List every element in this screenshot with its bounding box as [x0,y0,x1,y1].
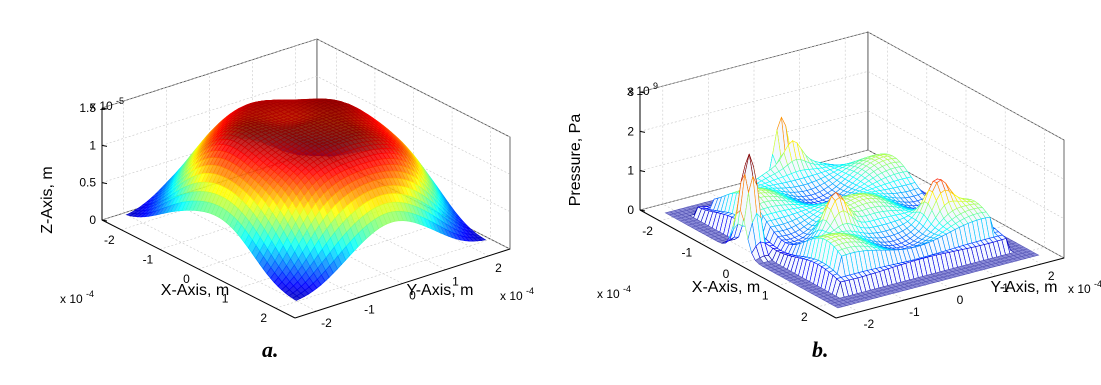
y-exponent-label: x 10 -4 [1068,279,1101,296]
z-tick-label: 0 [89,213,96,227]
z-gridline [101,76,511,175]
x-tick-label: -2 [642,224,653,238]
z-gridline [101,38,511,138]
x-axis-label: X-Axis, m [692,279,760,296]
z-axis-label: Pressure, Pa [567,114,584,207]
y-tick-label: -2 [863,317,874,331]
z-tick-label: 1 [89,138,96,152]
y-exponent-label: x 10 -4 [500,286,534,303]
caption-a: a. [262,337,279,362]
x-gridline [275,127,492,309]
x-tick-label: 2 [260,311,267,325]
x-tick-label: -1 [143,252,154,266]
z-axis-label: Z-Axis, m [39,166,56,234]
y-tick-label: 0 [957,293,964,307]
z-tick-label: 1 [627,164,634,178]
z-tick-label: 0.5 [79,176,96,190]
x-exponent-label: x 10 -4 [597,284,631,301]
x-tick-label: 1 [762,289,769,303]
z-tick-label: 2 [627,124,634,138]
y-tick-label: -1 [364,302,375,316]
x-exponent-label: x 10 -4 [60,289,94,306]
x-tick-label: -2 [104,233,115,247]
y-tick-label: -1 [909,305,920,319]
y-tick-label: -2 [321,316,332,330]
y-axis-label: Y-Axis, m [991,279,1058,296]
x-axis-label: X-Axis, m [161,282,229,299]
y-tick-label: 2 [495,261,502,275]
z-tick-label: 0 [627,203,634,217]
caption-b: b. [812,337,829,362]
x-tick-label: -1 [681,245,692,259]
y-axis-label: Y-Axis, m [407,282,474,299]
x-tick-label: 2 [801,310,808,324]
surface-mesh [125,98,487,301]
y-gridline [123,101,317,312]
